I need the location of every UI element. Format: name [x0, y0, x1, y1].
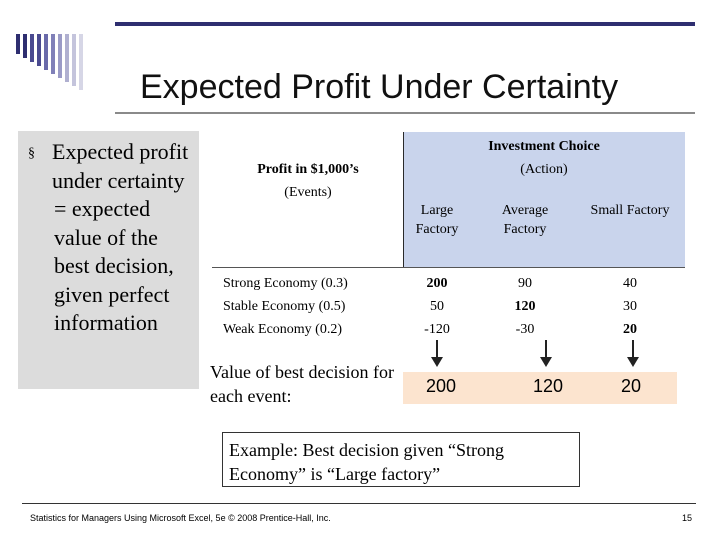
- title-rule: [115, 112, 695, 114]
- best-value-small: 20: [621, 376, 642, 396]
- column-header-small: Small Factory: [590, 203, 670, 218]
- cell-strong-small: 40: [623, 276, 637, 291]
- page-number: 15: [682, 513, 693, 523]
- top-rule: [115, 22, 695, 26]
- row-labels: Strong Economy (0.3) Stable Economy (0.5…: [223, 272, 348, 341]
- row-label-stable: Stable Economy (0.5): [223, 299, 346, 314]
- row-label-strong: Strong Economy (0.3): [223, 276, 348, 291]
- bullet-text: Expected profit under certainty = expect…: [52, 138, 198, 338]
- footer-rule: [22, 503, 696, 504]
- best-value-large: 200: [426, 376, 457, 396]
- arrow-large-head: [431, 357, 443, 367]
- column-values-average: 90 120 -30: [486, 272, 564, 341]
- bullet-main: Expected profit under certainty: [52, 139, 189, 193]
- header-divider: [403, 132, 404, 267]
- investment-header-box: [403, 132, 685, 267]
- corner-subtitle: (Events): [284, 185, 332, 200]
- cell-strong-large: 200: [426, 276, 448, 291]
- best-decision-label: Value of best decision for each event:: [210, 362, 394, 406]
- cell-stable-large: 50: [430, 299, 444, 314]
- bullet-panel: [18, 131, 199, 389]
- cell-weak-small: 20: [623, 322, 637, 337]
- bullet-sub: = expected value of the best decision, g…: [54, 196, 174, 335]
- column-header-average: Average Factory: [501, 203, 549, 237]
- arrow-average-shaft: [545, 340, 547, 358]
- column-values-large: 200 50 -120: [405, 272, 469, 341]
- arrow-small-head: [627, 357, 639, 367]
- best-value-average: 120: [533, 376, 564, 396]
- column-values-small: 40 30 20: [598, 272, 662, 341]
- table-header-rule: [212, 267, 685, 268]
- investment-choice-title: Investment Choice: [488, 139, 600, 154]
- cell-stable-average: 120: [514, 299, 536, 314]
- slide-title: Expected Profit Under Certainty: [140, 68, 619, 106]
- column-header-large: Large Factory: [415, 203, 459, 237]
- best-values-bar: [403, 372, 677, 404]
- arrow-small-shaft: [632, 340, 634, 358]
- bullet-marker: §: [28, 146, 35, 161]
- arrow-average-head: [540, 357, 552, 367]
- cell-strong-average: 90: [518, 276, 532, 291]
- arrow-large-shaft: [436, 340, 438, 358]
- row-label-weak: Weak Economy (0.2): [223, 322, 342, 337]
- cell-stable-small: 30: [623, 299, 637, 314]
- cell-weak-average: -30: [515, 322, 535, 337]
- example-callout: Example: Best decision given “Strong Eco…: [222, 432, 580, 487]
- footer-text: Statistics for Managers Using Microsoft …: [30, 513, 331, 523]
- decorative-bars: [16, 34, 83, 90]
- investment-choice-subtitle: (Action): [520, 162, 568, 177]
- cell-weak-large: -120: [424, 322, 450, 337]
- corner-title: Profit in $1,000’s: [257, 162, 359, 177]
